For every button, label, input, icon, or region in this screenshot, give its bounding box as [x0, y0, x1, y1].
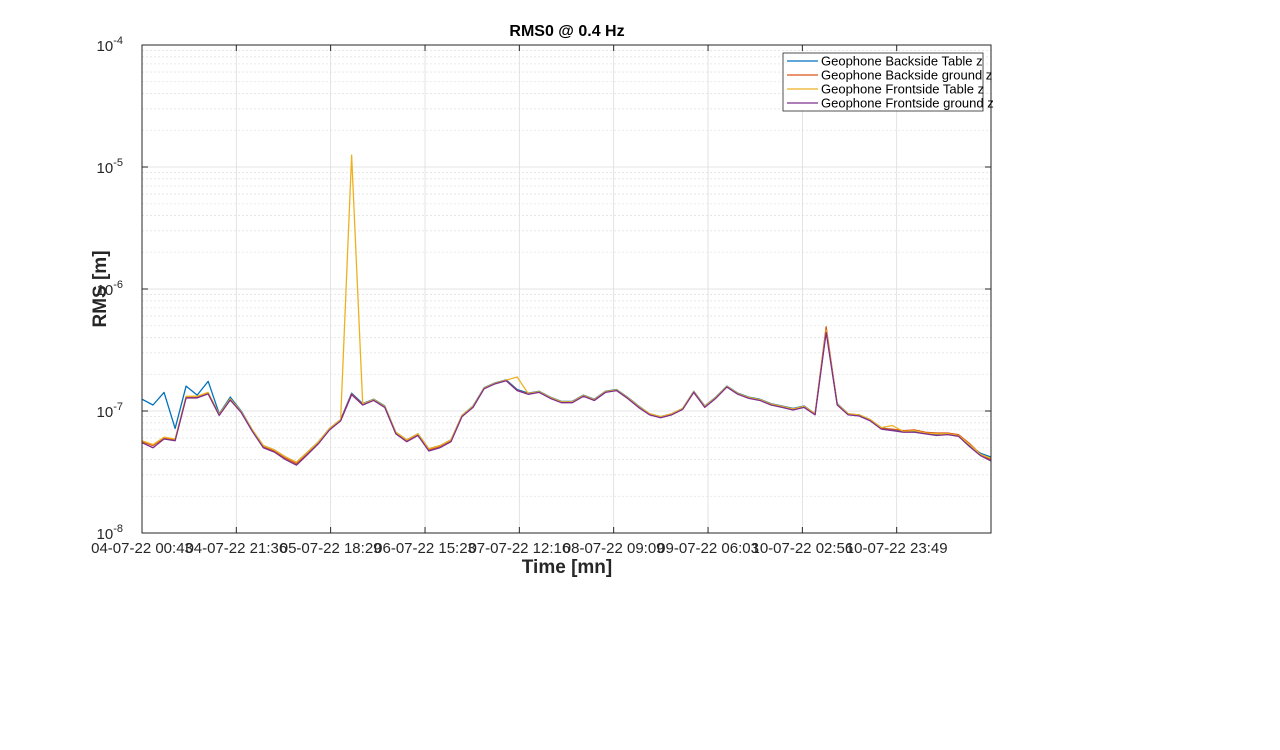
series-lines — [141, 154, 992, 466]
series-line-3 — [141, 331, 992, 466]
legend-label-1: Geophone Backside ground z — [821, 68, 992, 83]
legend-label-0: Geophone Backside Table z — [821, 54, 983, 69]
x-tick-label: 04-07-22 21:36 — [185, 540, 287, 557]
y-axis-title: RMS [m] — [90, 250, 111, 327]
x-tick-label: 10-07-22 02:56 — [751, 540, 853, 557]
legend-label-3: Geophone Frontside ground z — [821, 96, 994, 111]
y-tick-label: 10-4 — [97, 35, 123, 55]
x-tick-label: 04-07-22 00:43 — [91, 540, 193, 557]
grid-lines — [141, 44, 991, 534]
legend-label-2: Geophone Frontside Table z — [821, 82, 984, 97]
series-line-1 — [141, 326, 992, 465]
series-line-2 — [141, 154, 992, 463]
x-tick-label: 07-07-22 12:16 — [468, 540, 570, 557]
x-axis-title: Time [mn] — [522, 557, 612, 578]
series-line-0 — [141, 329, 992, 463]
y-axis-ticks: 10-810-710-610-510-4 — [97, 35, 991, 543]
y-tick-label: 10-7 — [97, 401, 123, 421]
legend: Geophone Backside Table z Geophone Backs… — [782, 52, 994, 112]
legend-box — [782, 52, 984, 112]
x-tick-label: 09-07-22 06:03 — [657, 540, 759, 557]
y-tick-label: 10-5 — [97, 157, 123, 177]
x-tick-label: 06-07-22 15:23 — [374, 540, 476, 557]
x-tick-label: 05-07-22 18:29 — [280, 540, 382, 557]
chart-title: RMS0 @ 0.4 Hz — [509, 23, 624, 40]
x-tick-label: 08-07-22 09:09 — [563, 540, 665, 557]
x-tick-label: 10-07-22 23:49 — [846, 540, 948, 557]
